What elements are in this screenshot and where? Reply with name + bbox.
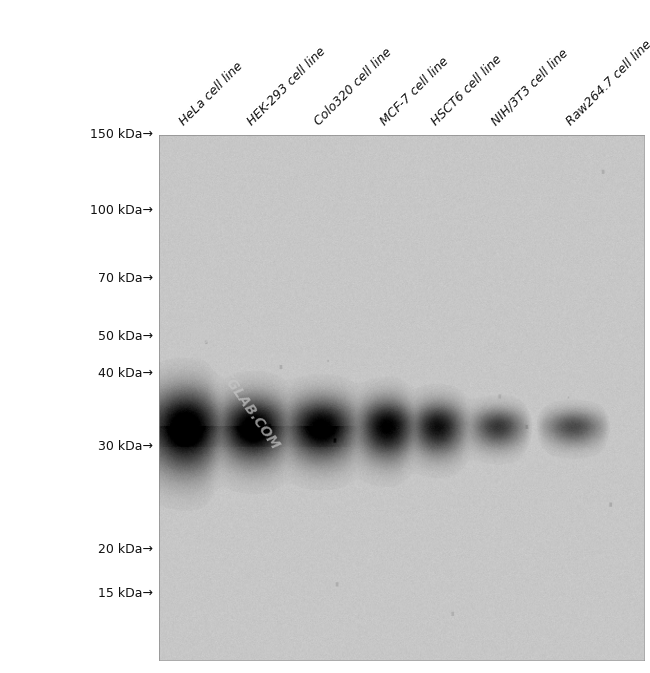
Text: Raw264.7 cell line: Raw264.7 cell line bbox=[564, 38, 650, 128]
Text: 70 kDa→: 70 kDa→ bbox=[98, 273, 153, 285]
Text: 30 kDa→: 30 kDa→ bbox=[98, 440, 153, 454]
Text: NIH/3T3 cell line: NIH/3T3 cell line bbox=[489, 46, 571, 128]
Text: 40 kDa→: 40 kDa→ bbox=[98, 367, 153, 380]
Text: 100 kDa→: 100 kDa→ bbox=[90, 204, 153, 217]
Text: Colo320 cell line: Colo320 cell line bbox=[312, 45, 395, 128]
Text: 15 kDa→: 15 kDa→ bbox=[98, 588, 153, 600]
Text: 50 kDa→: 50 kDa→ bbox=[98, 330, 153, 343]
Text: MCF-7 cell line: MCF-7 cell line bbox=[378, 55, 451, 128]
Text: HeLa cell line: HeLa cell line bbox=[177, 59, 245, 128]
Text: HEK-293 cell line: HEK-293 cell line bbox=[244, 44, 328, 128]
Text: 150 kDa→: 150 kDa→ bbox=[90, 128, 153, 141]
Text: WWW.PTGLAB.COM: WWW.PTGLAB.COM bbox=[183, 320, 281, 453]
Text: 20 kDa→: 20 kDa→ bbox=[98, 543, 153, 556]
Text: HSCT6 cell line: HSCT6 cell line bbox=[428, 52, 504, 128]
